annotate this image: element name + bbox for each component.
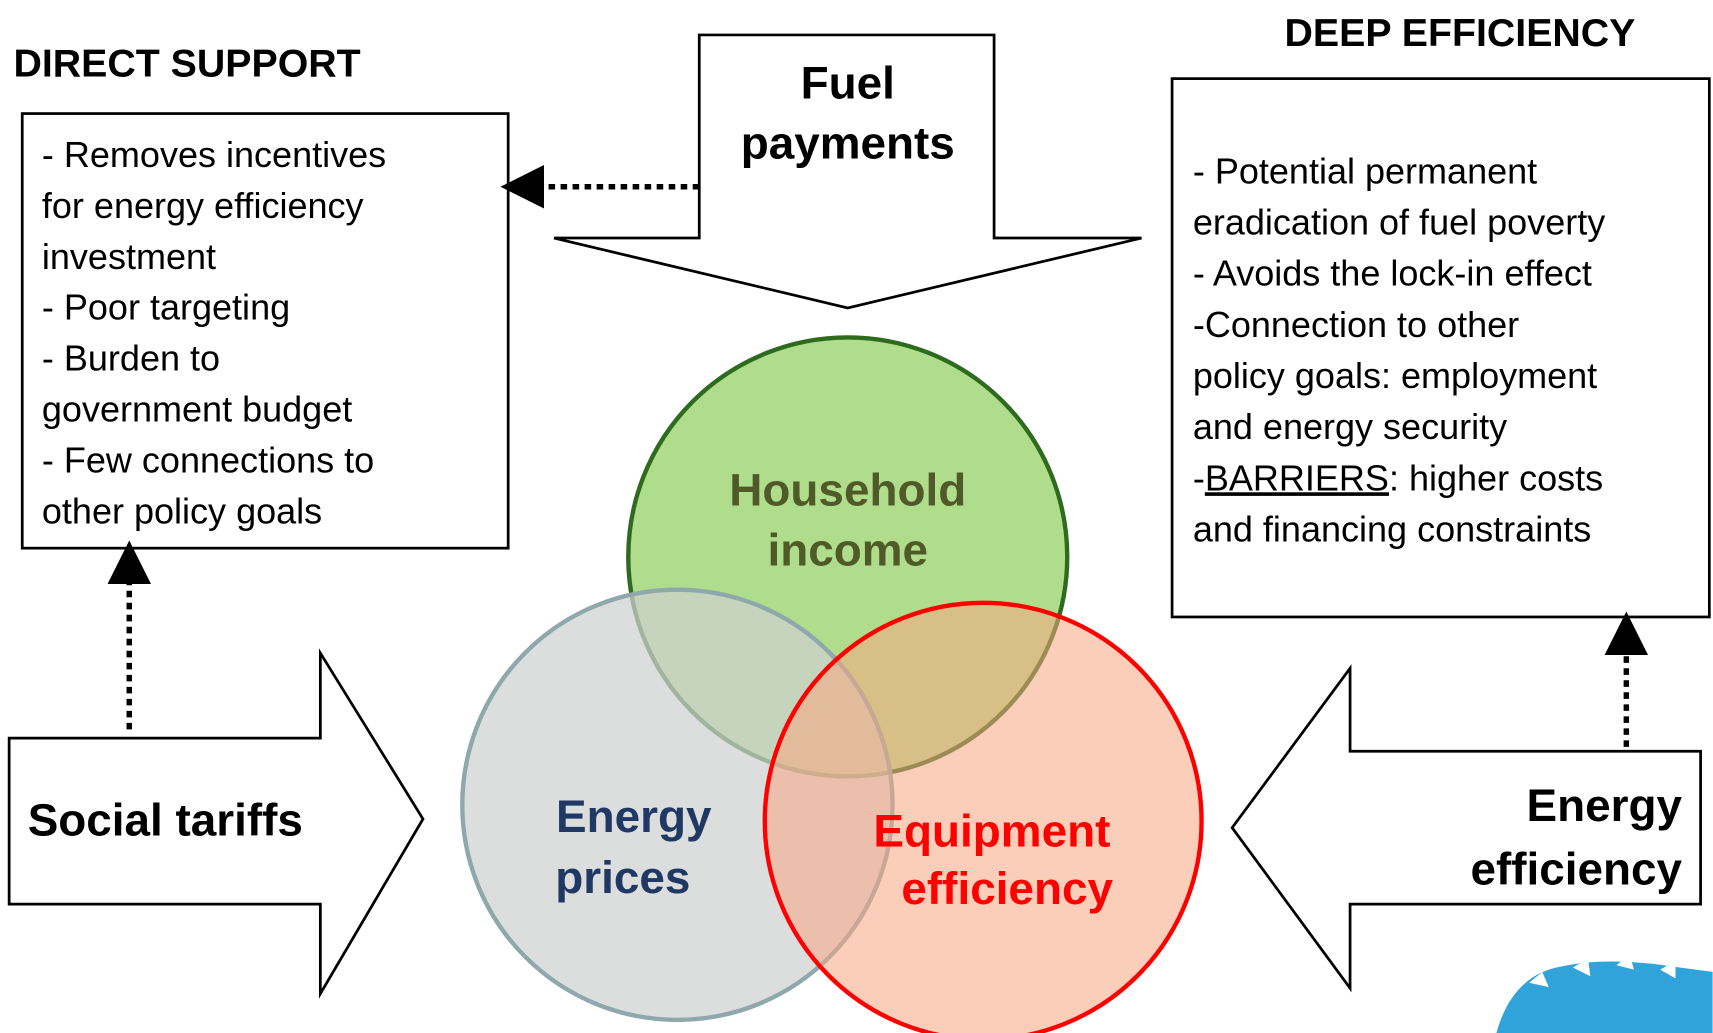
circle-label: efficiency: [901, 862, 1113, 914]
text-line: policy goals: employment: [1193, 355, 1597, 396]
circle-label: Equipment: [873, 804, 1110, 856]
text-line: and energy security: [1193, 406, 1507, 447]
circle-label: income: [767, 524, 928, 576]
text-line: other policy goals: [42, 490, 322, 531]
arrow-label: efficiency: [1470, 842, 1682, 894]
text-line: eradication of fuel poverty: [1193, 202, 1605, 243]
arrow-label: Fuel: [801, 56, 895, 108]
text-line: - Removes incentives: [42, 134, 386, 175]
text: -: [1193, 457, 1205, 498]
text: BARRIERS: [1205, 457, 1389, 498]
text-box-lines: - Potential permanent eradication of fuel…: [1193, 150, 1605, 447]
text-line: investment: [42, 236, 216, 277]
text-line: - Potential permanent: [1193, 150, 1537, 191]
down-arrow: [553, 33, 1142, 310]
right-arrow: [7, 648, 425, 999]
text-line: and financing constraints: [1193, 509, 1591, 550]
text-line: government budget: [42, 388, 352, 429]
logo: [1496, 954, 1713, 1033]
text-line: - Burden to: [42, 338, 220, 379]
text-box: [20, 112, 510, 550]
text-line: for energy efficiency: [42, 185, 364, 226]
text: : higher costs: [1389, 457, 1603, 498]
text-line: - Few connections to: [42, 439, 374, 480]
text-line: - Avoids the lock-in effect: [1193, 253, 1592, 294]
left-arrow: [1230, 664, 1702, 993]
circle-label: prices: [555, 851, 690, 903]
arrow-label: payments: [741, 116, 955, 168]
circle-label: Household: [729, 464, 966, 516]
barriers-line: -BARRIERS: higher costs: [1193, 457, 1603, 498]
text-box-lines: - Removes incentives for energy efficienc…: [42, 134, 386, 531]
circle: [762, 600, 1204, 1033]
text-line: -Connection to other: [1193, 304, 1519, 345]
arrow-label: Social tariffs: [28, 793, 303, 845]
text-line: - Poor targeting: [42, 287, 290, 328]
text-box: [1170, 77, 1711, 619]
section-title: DEEP EFFICIENCY: [1285, 11, 1636, 55]
arrow-label: Energy: [1527, 779, 1683, 831]
circle-label: Energy: [556, 790, 712, 842]
section-title: DIRECT SUPPORT: [14, 41, 361, 85]
